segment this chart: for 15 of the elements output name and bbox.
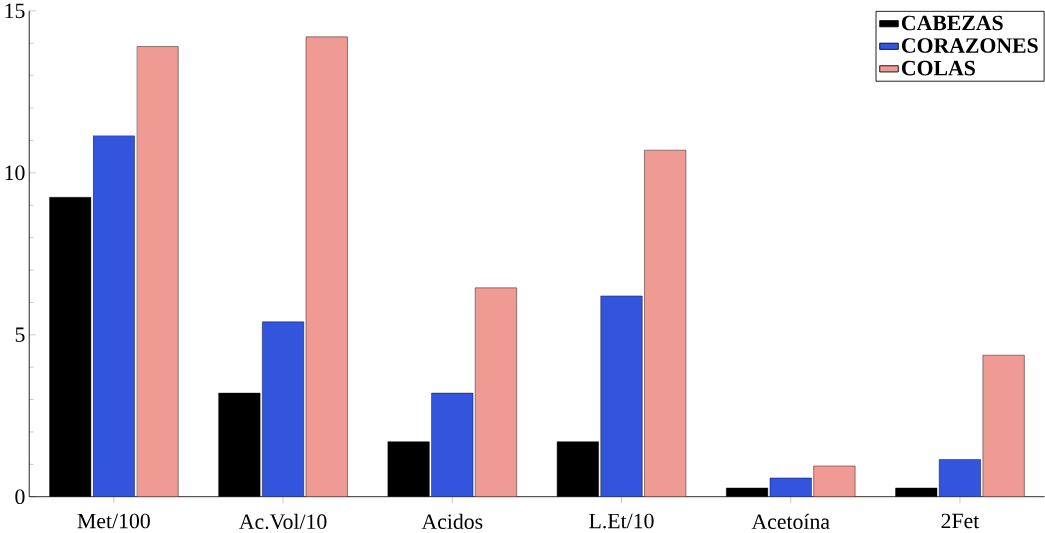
- x-tick-label: Acetoína: [751, 513, 830, 530]
- bar: [136, 46, 179, 497]
- y-tick-label: 0: [15, 489, 25, 505]
- x-tick-label: Met/100: [77, 513, 150, 529]
- y-tick-label: 10: [5, 165, 25, 181]
- y-tick-label: 15: [5, 3, 25, 19]
- legend-label: COLAS: [901, 60, 975, 76]
- legend-label: CORAZONES: [901, 38, 1038, 53]
- x-tick-label: L.Et/10: [589, 513, 654, 529]
- x-tick-label: 2Fet: [941, 513, 980, 529]
- bar: [895, 487, 938, 497]
- x-tick-label: Acidos: [421, 513, 483, 530]
- x-tick-label: Ac.Vol/10: [239, 513, 327, 530]
- legend-label: CABEZAS: [901, 15, 1003, 31]
- y-tick-label: 5: [15, 327, 25, 343]
